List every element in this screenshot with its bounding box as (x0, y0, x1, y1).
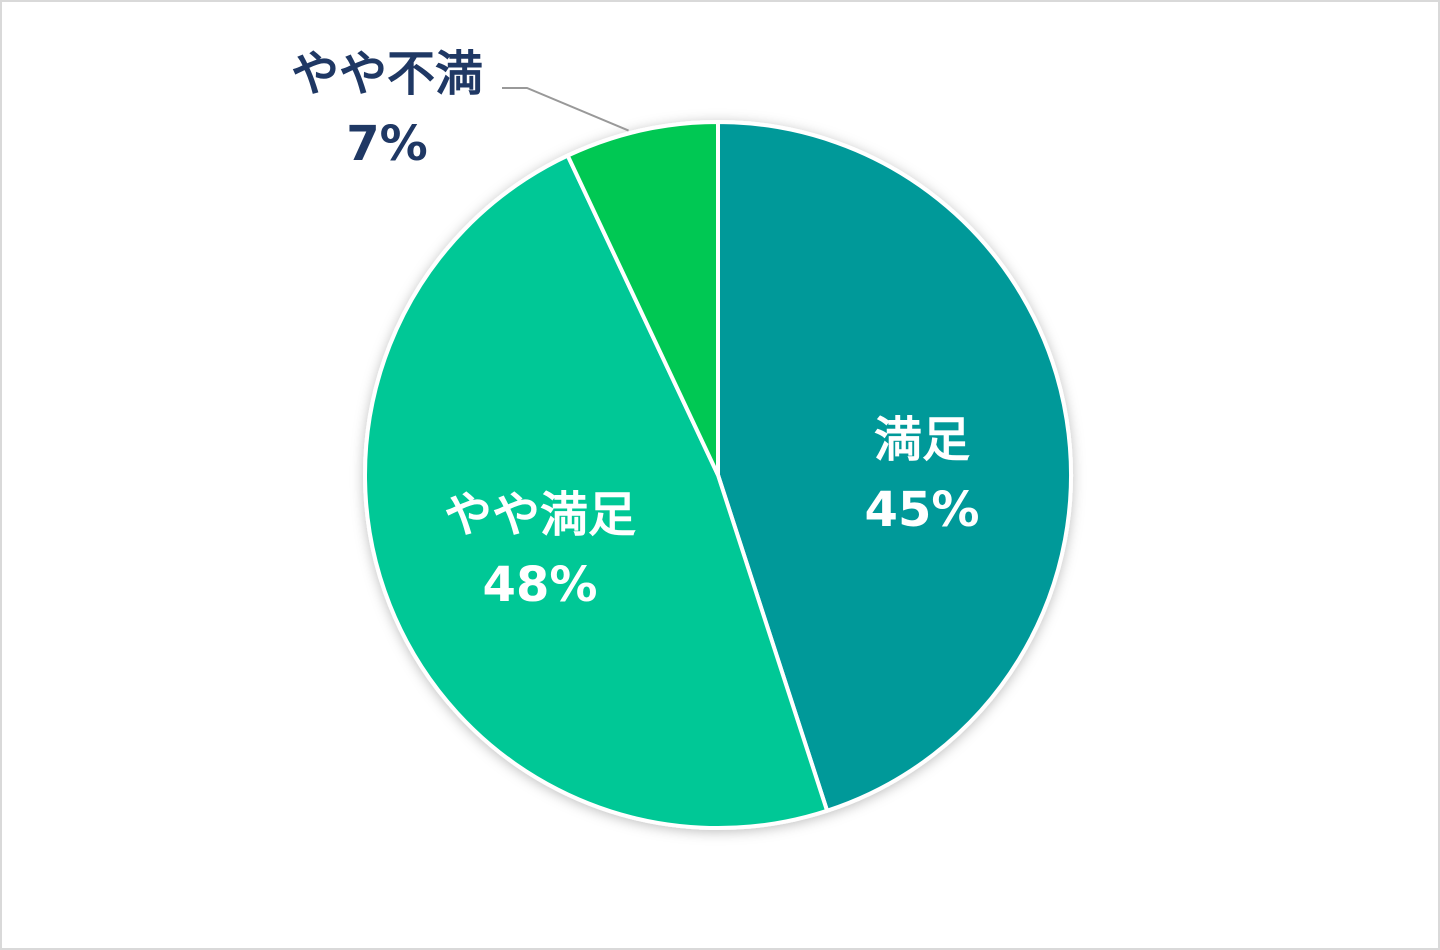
pie-slice-2 (565, 119, 720, 476)
slice-category-label: やや満足 (444, 487, 636, 543)
slice-category-label: やや不満 (291, 46, 483, 102)
slice-category-label: 満足 (874, 412, 970, 468)
slice-value-label: 7% (346, 116, 428, 172)
slice-value-label: 45% (865, 482, 980, 538)
slice-value-label: 48% (483, 557, 598, 613)
pie-slice-0 (716, 119, 1073, 814)
leader-line (502, 87, 629, 132)
pie-slice-1 (363, 152, 830, 830)
